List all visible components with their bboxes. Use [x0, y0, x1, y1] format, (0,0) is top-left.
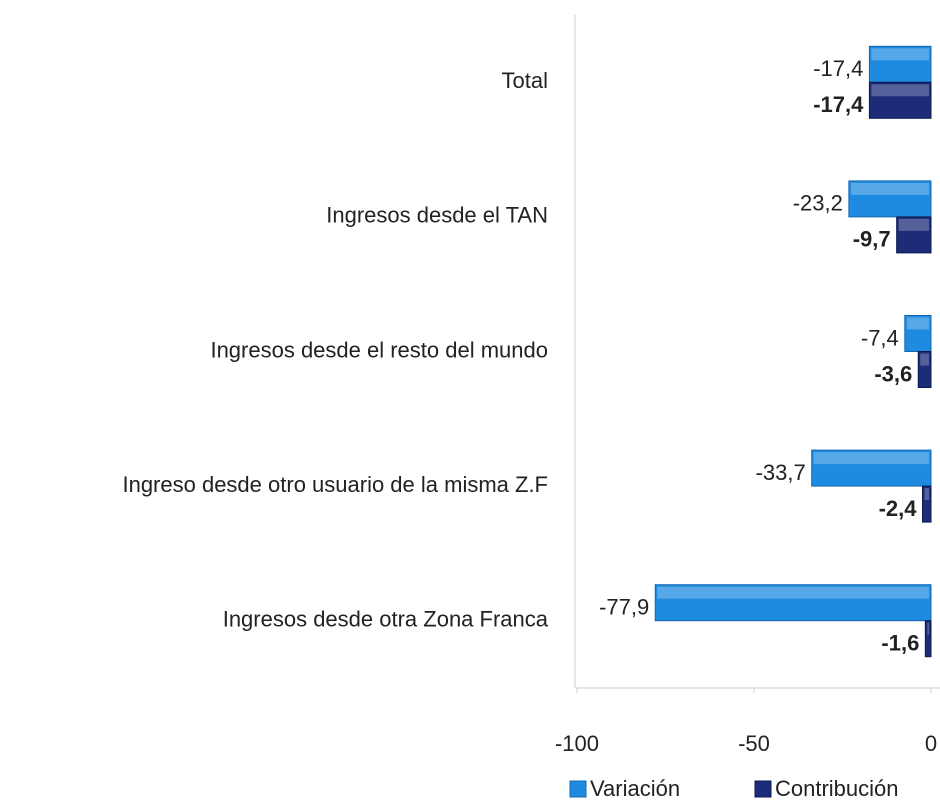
bar-highlight	[850, 182, 929, 195]
data-label: -7,4	[861, 325, 899, 350]
x-tick-label: -100	[555, 731, 599, 756]
data-label: -1,6	[881, 631, 919, 656]
category-label: Ingreso desde otro usuario de la misma Z…	[122, 472, 548, 497]
bar-highlight	[924, 488, 929, 501]
data-label: -17,4	[813, 56, 863, 81]
data-label: -77,9	[599, 595, 649, 620]
bar-highlight	[920, 353, 929, 366]
legend-label: Variación	[590, 776, 680, 801]
data-label: -17,4	[813, 92, 864, 117]
data-label: -33,7	[756, 460, 806, 485]
data-label: -2,4	[879, 496, 918, 521]
category-label: Ingresos desde otra Zona Franca	[223, 607, 549, 632]
bar-highlight	[657, 586, 929, 599]
bar-highlight	[871, 84, 929, 97]
bar	[896, 216, 932, 254]
bar-highlight	[898, 218, 929, 231]
legend-label: Contribución	[775, 776, 899, 801]
x-tick-label: -50	[738, 731, 770, 756]
bar	[904, 315, 932, 352]
category-label: Total	[502, 68, 548, 93]
bar	[924, 620, 932, 658]
bar-highlight	[871, 48, 929, 61]
legend-swatch	[754, 780, 772, 798]
data-label: -3,6	[874, 361, 912, 386]
bar	[868, 81, 932, 119]
bar	[811, 449, 932, 487]
x-tick-label: 0	[925, 731, 937, 756]
bar	[868, 45, 932, 83]
bar	[922, 485, 932, 523]
legend-swatch	[569, 780, 587, 798]
bar	[848, 180, 932, 218]
bar	[917, 351, 932, 388]
bar-highlight	[927, 622, 929, 635]
data-label: -23,2	[793, 191, 843, 216]
category-label: Ingresos desde el resto del mundo	[210, 337, 548, 362]
category-label: Ingresos desde el TAN	[326, 203, 548, 228]
bar-highlight	[906, 317, 929, 330]
data-label: -9,7	[853, 227, 891, 252]
bar-highlight	[813, 452, 929, 465]
bar	[654, 584, 932, 622]
